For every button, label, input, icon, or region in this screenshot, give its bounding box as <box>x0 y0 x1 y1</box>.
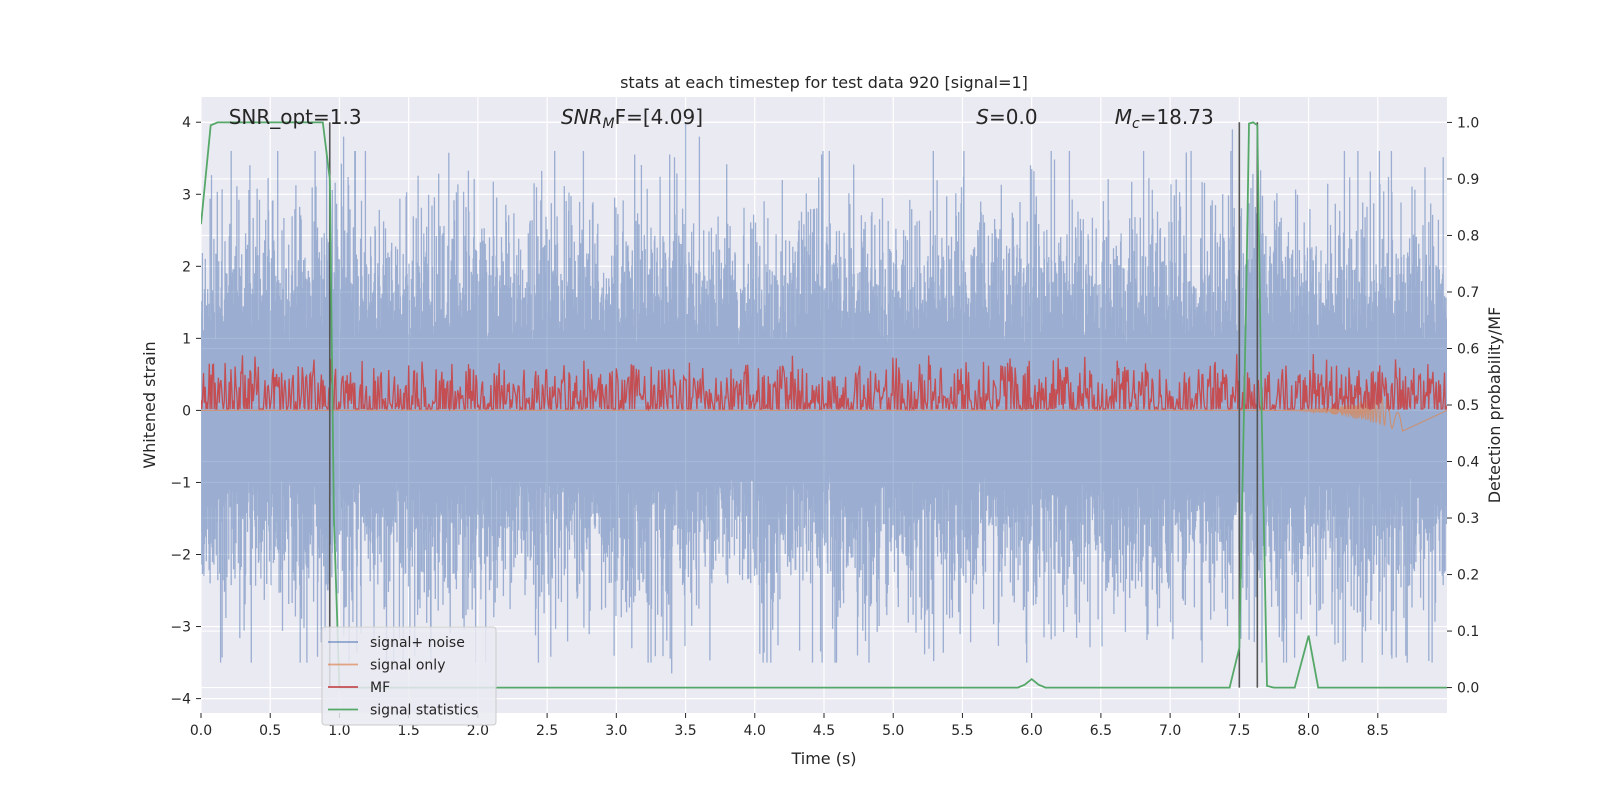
y-left-axis-label: Whitened strain <box>140 341 159 468</box>
y-right-tick-label: 0.7 <box>1457 285 1479 301</box>
signal-only-trace <box>201 393 1447 432</box>
y-left-tick-label: −3 <box>170 620 191 636</box>
legend-label: signal+ noise <box>370 635 465 651</box>
x-tick-label: 7.0 <box>1159 723 1181 739</box>
y-left-tick-label: 0 <box>182 403 191 419</box>
y-left-axis-ticks: −4 −3 −2 −1 0 1 2 3 4 <box>170 115 201 708</box>
x-tick-label: 4.5 <box>813 723 835 739</box>
x-tick-label: 3.5 <box>674 723 696 739</box>
annotation: S=0.0 <box>976 105 1037 129</box>
y-left-tick-label: −4 <box>170 692 191 708</box>
y-right-tick-label: 0.4 <box>1457 455 1479 471</box>
x-tick-label: 3.0 <box>605 723 627 739</box>
y-left-tick-label: 4 <box>182 115 191 131</box>
y-right-tick-label: 0.9 <box>1457 172 1479 188</box>
x-tick-label: 0.5 <box>259 723 281 739</box>
x-tick-label: 2.0 <box>467 723 489 739</box>
y-left-tick-label: 1 <box>182 331 191 347</box>
signal-statistics-trace <box>201 121 1447 689</box>
annotation: SNR_opt=1.3 <box>229 105 362 129</box>
y-right-tick-label: 0.8 <box>1457 228 1479 244</box>
annotations: SNR_opt=1.3 SNRMF=[4.09] S=0.0 Mc=18.73 <box>229 105 1214 132</box>
series-signal-statistics <box>201 121 1447 689</box>
y-left-tick-label: 3 <box>182 187 191 203</box>
x-tick-label: 8.5 <box>1367 723 1389 739</box>
x-tick-label: 2.5 <box>536 723 558 739</box>
legend-label: MF <box>370 680 390 696</box>
annotation: SNRMF=[4.09] <box>561 105 703 132</box>
y-left-tick-label: −1 <box>170 475 191 491</box>
y-right-tick-label: 0.3 <box>1457 511 1479 527</box>
y-left-tick-label: −2 <box>170 547 191 563</box>
x-tick-label: 5.5 <box>951 723 973 739</box>
x-tick-label: 1.0 <box>328 723 350 739</box>
y-right-tick-label: 0.5 <box>1457 398 1479 414</box>
y-right-tick-label: 1.0 <box>1457 115 1479 131</box>
x-tick-label: 7.5 <box>1228 723 1250 739</box>
x-tick-label: 6.0 <box>1021 723 1043 739</box>
series-layer <box>201 121 1447 689</box>
legend-label: signal statistics <box>370 703 478 719</box>
x-tick-label: 0.0 <box>190 723 212 739</box>
x-axis-ticks: 0.0 0.5 1.0 1.5 2.0 2.5 3.0 3.5 4.0 4.5 5.0 5.5 6.0 6… <box>190 713 1389 739</box>
annotation: Mc=18.73 <box>1115 105 1214 132</box>
y-right-axis-label: Detection probability/MF <box>1485 307 1504 504</box>
x-tick-label: 4.0 <box>744 723 766 739</box>
legend: signal+ noise signal only MF signal statist… <box>321 626 497 726</box>
y-right-tick-label: 0.0 <box>1457 681 1479 697</box>
x-tick-label: 5.0 <box>882 723 904 739</box>
x-tick-label: 6.5 <box>1090 723 1112 739</box>
x-tick-label: 8.0 <box>1297 723 1319 739</box>
x-axis-label: Time (s) <box>790 749 856 768</box>
y-right-tick-label: 0.2 <box>1457 568 1479 584</box>
legend-box <box>321 626 497 726</box>
y-right-axis-ticks: 0.0 0.1 0.2 0.3 0.4 0.5 0.6 0.7 0.8 0.9 1.0 <box>1447 115 1479 697</box>
series-signal-only <box>201 393 1447 432</box>
x-tick-label: 1.5 <box>398 723 420 739</box>
y-right-tick-label: 0.6 <box>1457 341 1479 357</box>
legend-label: signal only <box>370 658 445 674</box>
y-right-tick-label: 0.1 <box>1457 624 1479 640</box>
chart-title: stats at each timestep for test data 920… <box>620 73 1028 92</box>
y-left-tick-label: 2 <box>182 259 191 275</box>
